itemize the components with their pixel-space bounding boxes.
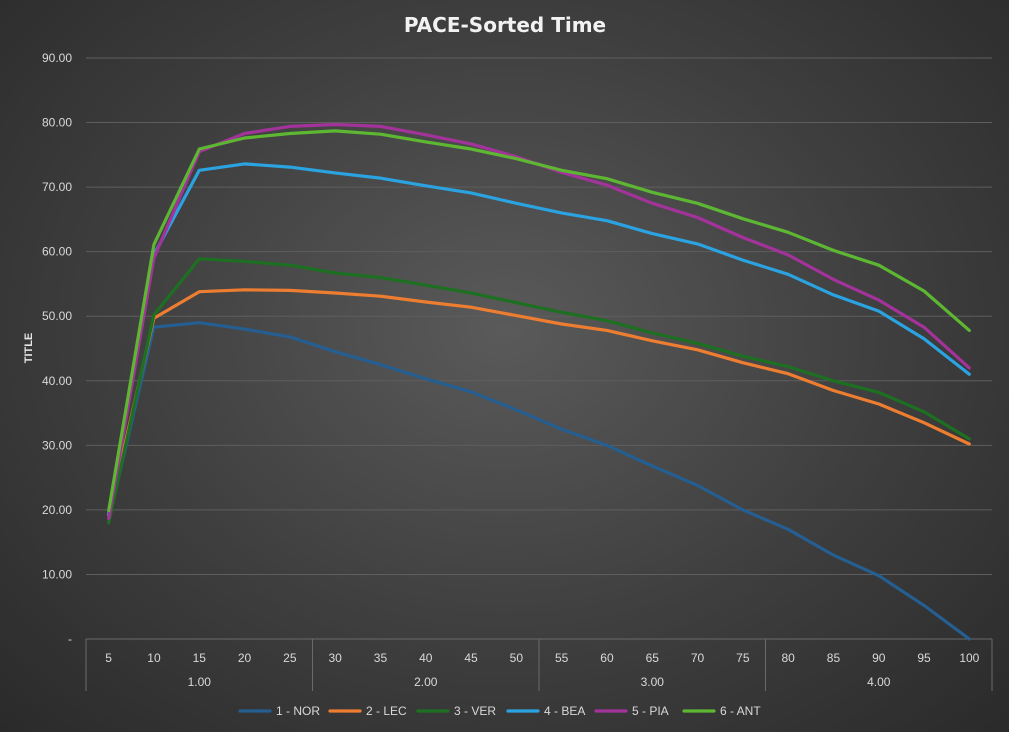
y-tick-label: 60.00 [42, 245, 72, 259]
y-tick-label: - [68, 632, 72, 646]
y-tick-label: 20.00 [42, 503, 72, 517]
group-label: 1.00 [188, 675, 212, 689]
y-tick-label: 30.00 [42, 438, 72, 452]
series-lines [107, 122, 971, 641]
x-tick-label: 10 [147, 651, 161, 665]
y-tick-label: 90.00 [42, 51, 72, 65]
x-tick-label: 100 [959, 651, 979, 665]
x-tick-label: 90 [872, 651, 886, 665]
x-tick-label: 5 [105, 651, 112, 665]
series-line-lec [107, 288, 971, 517]
group-label: 2.00 [414, 675, 438, 689]
y-axis-ticks: - 10.00 20.00 30.00 40.00 50.00 60.00 70.00 80.0… [42, 51, 72, 646]
x-tick-label: 30 [328, 651, 342, 665]
series-line-nor [107, 321, 971, 641]
y-tick-label: 10.00 [42, 567, 72, 581]
x-tick-label: 45 [464, 651, 478, 665]
group-label: 4.00 [867, 675, 891, 689]
y-axis-title: TITLE [23, 333, 35, 364]
x-tick-label: 70 [691, 651, 705, 665]
x-tick-label: 35 [374, 651, 388, 665]
group-label: 3.00 [641, 675, 665, 689]
x-tick-label: 65 [646, 651, 660, 665]
legend-label: 2 - LEC [366, 704, 407, 718]
x-axis: 5 10 15 20 25 30 35 40 45 50 55 60 65 70 75 80 85 90 95 100… [85, 638, 993, 691]
legend-item: 2 - LEC [328, 704, 407, 718]
y-tick-label: 80.00 [42, 116, 72, 130]
x-tick-label: 15 [193, 651, 207, 665]
legend-item: 3 - VER [416, 704, 496, 718]
chart-title: PACE-Sorted Time [404, 13, 606, 37]
x-tick-label: 25 [283, 651, 297, 665]
x-tick-label: 60 [600, 651, 614, 665]
legend-label: 5 - PIA [632, 704, 669, 718]
series-line-bea [107, 162, 971, 517]
x-tick-label: 75 [736, 651, 750, 665]
gridlines [86, 57, 992, 575]
legend-label: 1 - NOR [276, 704, 320, 718]
legend-label: 3 - VER [454, 704, 496, 718]
y-tick-label: 40.00 [42, 374, 72, 388]
x-tick-label: 85 [827, 651, 841, 665]
x-tick-label: 50 [510, 651, 524, 665]
x-tick-label: 95 [917, 651, 931, 665]
series-line-ant [107, 129, 971, 513]
legend-item: 4 - BEA [506, 704, 585, 718]
x-tick-label: 80 [781, 651, 795, 665]
y-tick-label: 70.00 [42, 180, 72, 194]
x-tick-label: 55 [555, 651, 569, 665]
y-tick-label: 50.00 [42, 309, 72, 323]
legend-item: 1 - NOR [238, 704, 320, 718]
series-line-ver [107, 257, 971, 525]
legend-label: 4 - BEA [544, 704, 585, 718]
legend: 1 - NOR 2 - LEC 3 - VER 4 - BEA 5 - PIA 6 - A… [238, 704, 761, 718]
legend-label: 6 - ANT [720, 704, 761, 718]
legend-item: 5 - PIA [594, 704, 669, 718]
x-tick-label: 20 [238, 651, 252, 665]
legend-item: 6 - ANT [682, 704, 761, 718]
x-tick-label: 40 [419, 651, 433, 665]
